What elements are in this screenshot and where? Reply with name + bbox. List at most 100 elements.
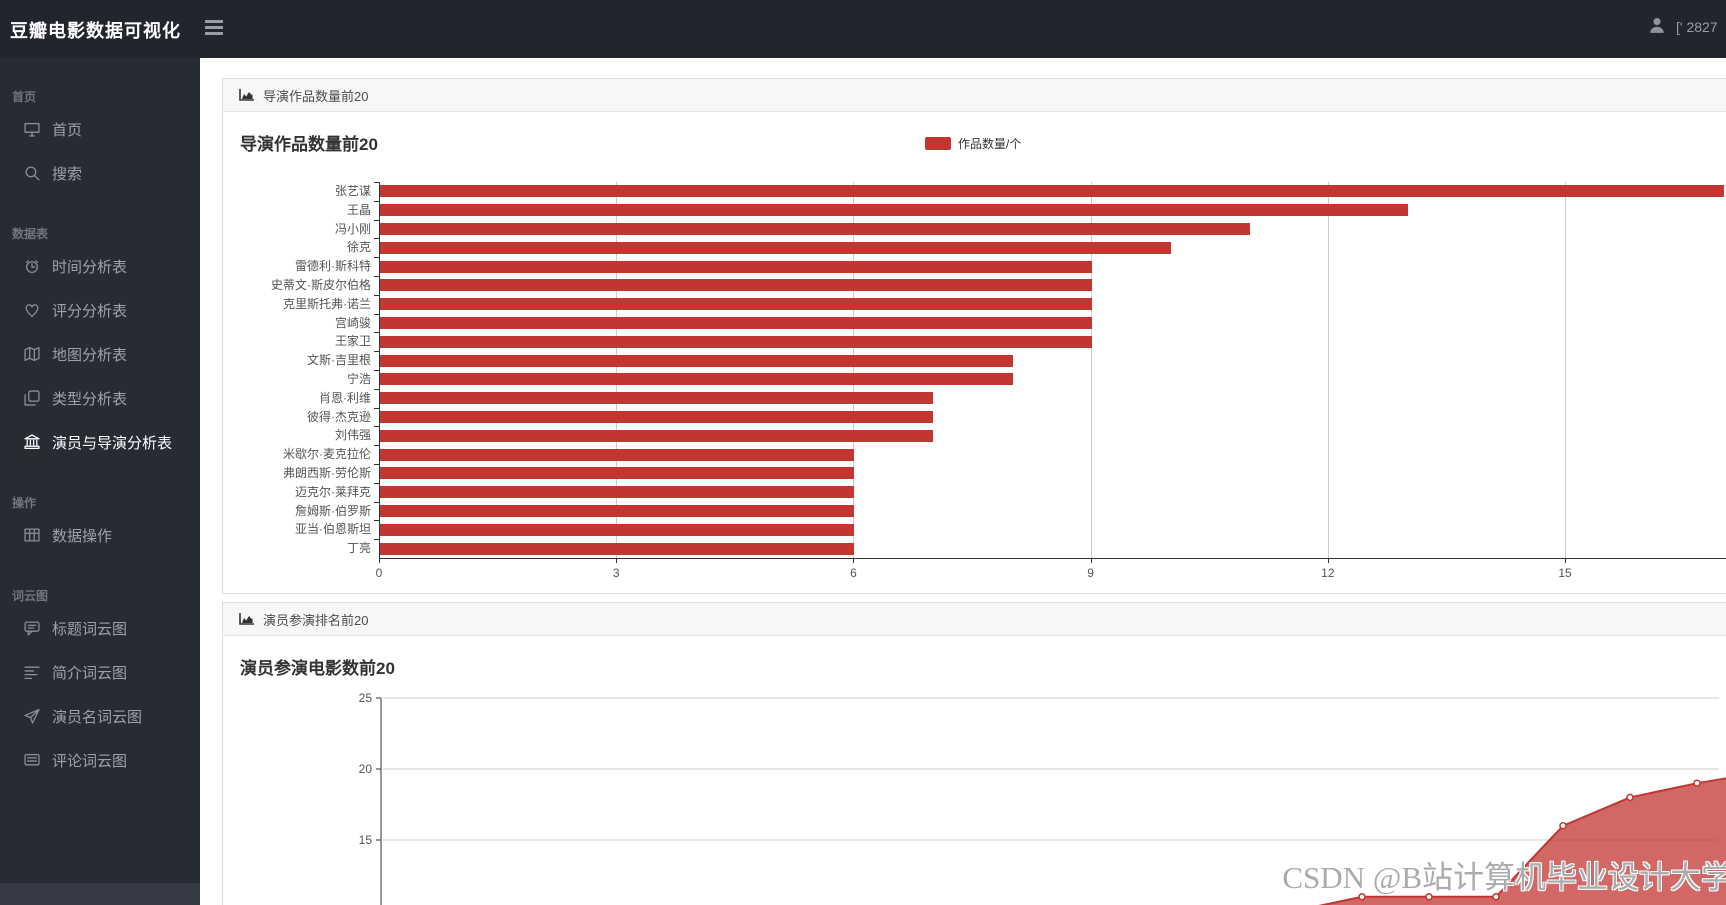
sidebar-item-简介词云图[interactable]: 简介词云图	[12, 650, 200, 694]
bank-icon	[24, 434, 40, 450]
search-icon	[24, 165, 40, 181]
sidebar-item-label: 评论词云图	[52, 752, 128, 770]
bar-王晶[interactable]	[380, 204, 1408, 217]
data-point-marker[interactable]	[1559, 822, 1567, 830]
chart1-title: 导演作品数量前20	[240, 135, 378, 154]
bar-丁亮[interactable]	[380, 542, 855, 555]
x-tick-mark	[853, 558, 855, 563]
sidebar-item-数据操作[interactable]: 数据操作	[12, 513, 200, 557]
category-tick	[374, 464, 379, 465]
actor-chart-area: 演员参演电影数前20 25 20 15	[223, 636, 1726, 905]
sidebar-footer	[0, 883, 200, 905]
legend-swatch	[925, 137, 951, 150]
sidebar-item-label: 时间分析表	[52, 258, 128, 276]
category-tick	[374, 313, 379, 315]
x-tick-label: 9	[1087, 566, 1094, 580]
bar-肖恩·利维[interactable]	[380, 392, 934, 405]
bar-米歇尔·麦克拉伦[interactable]	[380, 448, 855, 461]
bar-label: 宁浩	[346, 372, 371, 386]
bar-label: 亚当·伯恩斯坦	[295, 522, 371, 537]
x-axis-line	[379, 558, 1726, 559]
sidebar-item-评论词云图[interactable]: 评论词云图	[12, 738, 200, 782]
bar-迈克尔·莱拜克[interactable]	[380, 486, 855, 499]
bar-label: 弗朗西斯·劳伦斯	[283, 466, 371, 480]
panel-actor-rank-header: 演员参演排名前20	[223, 603, 1726, 636]
sidebar-item-地图分析表[interactable]: 地图分析表	[12, 332, 200, 376]
x-tick-label: 3	[612, 566, 620, 580]
comment-icon	[24, 620, 40, 636]
bar-label: 詹姆斯·伯罗斯	[295, 503, 371, 518]
sidebar-item-label: 简介词云图	[52, 664, 128, 682]
category-tick	[374, 426, 379, 428]
sidebar-item-label: 首页	[52, 121, 83, 139]
x-gridline	[1090, 182, 1092, 558]
sidebar-item-label: 演员与导演分析表	[52, 434, 173, 452]
data-point-marker[interactable]	[1425, 893, 1433, 901]
sidebar-item-标题词云图[interactable]: 标题词云图	[12, 606, 200, 650]
y-tick-label: 20	[359, 762, 373, 776]
sidebar-item-首页[interactable]: 首页	[12, 107, 200, 151]
bar-彼得·杰克逊[interactable]	[380, 411, 934, 423]
comment-text-icon	[24, 752, 40, 768]
category-tick	[374, 294, 379, 296]
bar-弗朗西斯·劳伦斯[interactable]	[380, 467, 855, 480]
category-tick	[374, 257, 379, 259]
bar-雷德利·斯科特[interactable]	[380, 260, 1092, 273]
bar-label: 冯小刚	[334, 221, 371, 236]
sidebar-item-演员名词云图[interactable]: 演员名词云图	[12, 694, 200, 738]
monitor-icon	[24, 121, 40, 137]
data-point-marker[interactable]	[1492, 893, 1500, 901]
bar-史蒂文·斯皮尔伯格[interactable]	[380, 279, 1092, 292]
category-tick	[374, 520, 379, 522]
sidebar-item-评分分析表[interactable]: 评分分析表	[12, 288, 200, 332]
bar-label: 雷德利·斯科特	[295, 259, 371, 274]
panel-header-label: 演员参演排名前20	[263, 612, 369, 628]
map-icon	[24, 346, 40, 362]
category-tick	[374, 407, 379, 409]
hamburger-menu-icon[interactable]	[205, 20, 223, 36]
category-tick	[374, 219, 379, 221]
category-tick	[374, 501, 379, 503]
data-point-marker[interactable]	[1626, 793, 1634, 802]
bar-label: 肖恩·利维	[319, 390, 371, 405]
align-left-icon	[24, 664, 40, 680]
x-tick-mark	[1565, 558, 1567, 563]
bar-刘伟强[interactable]	[380, 429, 934, 442]
bar-克里斯托弗·诺兰[interactable]	[380, 298, 1092, 311]
panel-actor-rank: 演员参演排名前20 演员参演电影数前20 25 20 15	[222, 602, 1726, 905]
sidebar-section-label: 操作	[12, 496, 37, 510]
category-tick	[374, 182, 379, 183]
data-point-marker[interactable]	[1358, 893, 1366, 901]
sidebar-item-时间分析表[interactable]: 时间分析表	[12, 244, 200, 288]
sidebar-item-类型分析表[interactable]: 类型分析表	[12, 376, 200, 420]
bar-文斯·吉里根[interactable]	[380, 354, 1013, 367]
chart1-legend[interactable]: 作品数量/个	[925, 135, 1021, 152]
bar-label: 张艺谋	[334, 184, 371, 198]
sidebar-section: 词云图 标题词云图 简介词云图 演员名词云图 评论词云图	[0, 557, 200, 782]
bar-亚当·伯恩斯坦[interactable]	[380, 523, 855, 536]
bar-张艺谋[interactable]	[380, 185, 1725, 198]
bar-label: 刘伟强	[334, 428, 371, 443]
area-chart-icon	[239, 88, 254, 102]
bar-label: 王家卫	[334, 334, 371, 349]
x-tick-mark	[1327, 558, 1329, 563]
x-gridline	[853, 182, 855, 558]
bar-徐克[interactable]	[380, 241, 1171, 254]
user-menu[interactable]: [' 2827	[1648, 16, 1718, 37]
app-title: 豆瓣电影数据可视化	[10, 21, 181, 41]
data-point-marker[interactable]	[1693, 779, 1701, 787]
sidebar-item-搜索[interactable]: 搜索	[12, 151, 200, 195]
y-tick-label: 15	[359, 833, 373, 847]
bar-宫崎骏[interactable]	[380, 317, 1092, 329]
bar-宁浩[interactable]	[380, 373, 1013, 386]
area-chart-icon	[239, 612, 254, 626]
bar-label: 文斯·吉里根	[307, 353, 371, 368]
bar-詹姆斯·伯罗斯[interactable]	[380, 505, 855, 517]
bar-冯小刚[interactable]	[380, 223, 1250, 235]
panel-header-label: 导演作品数量前20	[263, 88, 369, 104]
bar-王家卫[interactable]	[380, 335, 1092, 348]
category-tick	[374, 276, 379, 277]
sidebar-item-演员与导演分析表[interactable]: 演员与导演分析表	[12, 420, 200, 464]
x-tick-mark	[1090, 558, 1092, 563]
x-gridline	[379, 182, 380, 558]
